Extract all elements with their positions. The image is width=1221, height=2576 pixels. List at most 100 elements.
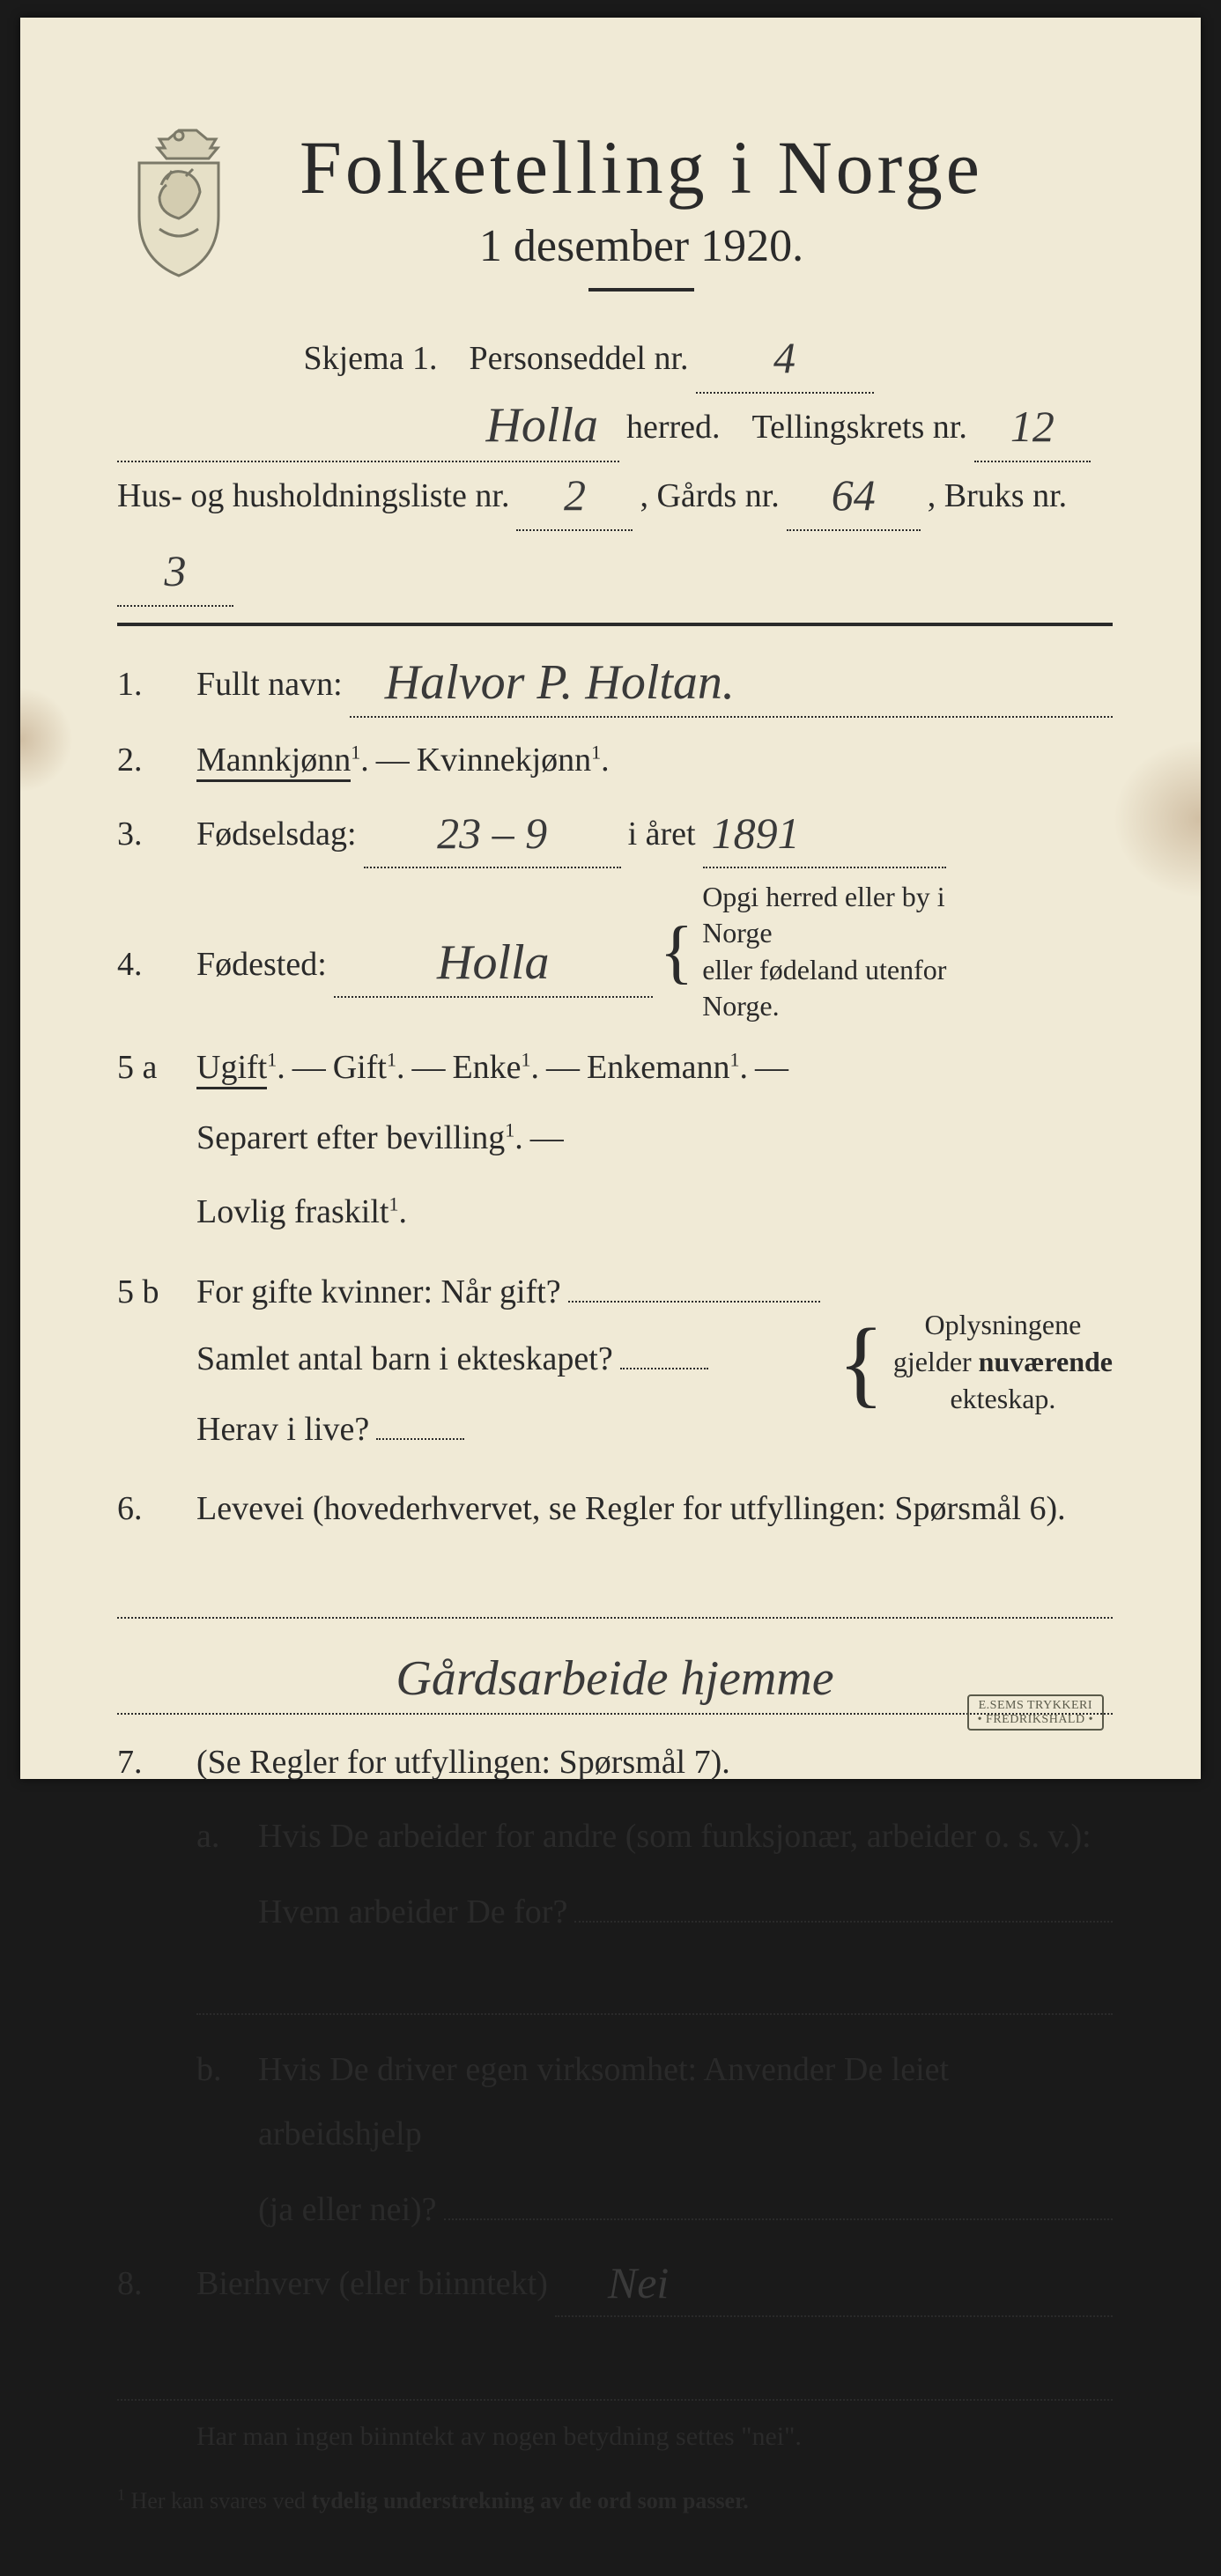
dash: —	[376, 728, 410, 792]
field-herred: Holla	[117, 394, 619, 462]
label: Personseddel nr.	[469, 325, 688, 392]
label: (ja eller nei)?	[258, 2178, 437, 2241]
q7: 7. (Se Regler for utfyllingen: Spørsmål …	[117, 1731, 1113, 1794]
q7b: b. Hvis De driver egen virksomhet: Anven…	[117, 2038, 1113, 2241]
note-text: ekteskap.	[893, 1381, 1113, 1418]
label: Fullt navn:	[196, 653, 343, 716]
stamp-text: E.SEMS TRYKKERI	[978, 1699, 1093, 1712]
label: , Gårds nr.	[640, 462, 779, 529]
q4: 4. Fødested: Holla { Opgi herred eller b…	[117, 879, 1113, 1025]
divider	[588, 288, 694, 292]
option-separert: Separert efter bevilling1.	[196, 1106, 523, 1170]
note-text: gjelder nuværende	[893, 1344, 1113, 1381]
field-children-total	[620, 1327, 708, 1369]
field-occupation: Gårdsarbeide hjemme	[117, 1649, 1113, 1714]
q1: 1. Fullt navn: Halvor P. Holtan.	[117, 653, 1113, 718]
question-list: 1. Fullt navn: Halvor P. Holtan. 2. Mann…	[117, 653, 1113, 2523]
note-text: eller fødeland utenfor Norge.	[702, 952, 1019, 1025]
meta-line-3: Hus- og husholdningsliste nr. 2 , Gårds …	[117, 462, 1113, 607]
label: Bierhverv (eller biinntekt)	[196, 2252, 548, 2315]
note-text: Oplysningene	[893, 1307, 1113, 1344]
q8: 8. Bierhverv (eller biinntekt) Nei	[117, 2252, 1113, 2317]
text: Hvis De arbeider for andre (som funksjon…	[258, 1805, 1113, 1868]
label: Hvem arbeider De for?	[258, 1880, 567, 1944]
field-hired-help	[444, 2178, 1113, 2220]
footer-note: Har man ingen biinntekt av nogen betydni…	[117, 2411, 1113, 2462]
option-ugift: Ugift1.	[196, 1036, 285, 1099]
page-subtitle: 1 desember 1920.	[276, 220, 1007, 272]
q-number: 8.	[117, 2252, 179, 2315]
option-enkemann: Enkemann1.	[587, 1036, 748, 1099]
q5a: 5 a Ugift1. — Gift1. — Enke1. — Enkemann…	[117, 1036, 1113, 1170]
option-male: Mannkjønn1.	[196, 728, 369, 792]
label: i året	[628, 802, 696, 866]
label: (Se Regler for utfyllingen: Spørsmål 7).	[196, 1731, 730, 1794]
sub-number: b.	[196, 2038, 240, 2101]
q5b: 5 b For gifte kvinner: Når gift? Samlet …	[117, 1260, 1113, 1465]
coat-of-arms-icon	[117, 123, 240, 282]
meta-line-1: Skjema 1. Personseddel nr. 4	[117, 325, 1113, 394]
label: Fødselsdag:	[196, 802, 357, 866]
label: Levevei (hovederhvervet, se Regler for u…	[196, 1477, 1066, 1540]
field-children-alive	[376, 1398, 464, 1440]
q-number: 6.	[117, 1477, 179, 1540]
option-female: Kvinnekjønn1.	[417, 728, 610, 792]
label: Tellingskrets nr.	[752, 394, 967, 461]
printer-stamp: E.SEMS TRYKKERI • FREDRIKSHALD •	[967, 1694, 1104, 1731]
note: { Oplysningene gjelder nuværende ekteska…	[838, 1307, 1113, 1417]
q5a-cont: Lovlig fraskilt1.	[117, 1180, 1113, 1244]
option-fraskilt: Lovlig fraskilt1.	[196, 1193, 407, 1230]
q7a: a. Hvis De arbeider for andre (som funks…	[117, 1805, 1113, 1944]
note: { Opgi herred eller by i Norge eller fød…	[660, 879, 1019, 1025]
option-gift: Gift1.	[333, 1036, 405, 1099]
q-number: 4.	[117, 933, 179, 996]
field-bruks-nr: 3	[117, 538, 233, 607]
label: Fødested:	[196, 933, 327, 996]
q-number: 2.	[117, 728, 179, 792]
q-number: 5 b	[117, 1260, 179, 1324]
divider	[117, 623, 1113, 626]
q3: 3. Fødselsdag: 23 – 9 i året 1891	[117, 802, 1113, 867]
q6: 6. Levevei (hovederhvervet, se Regler fo…	[117, 1477, 1113, 1540]
field-marriage-year	[568, 1260, 820, 1303]
q-number: 3.	[117, 802, 179, 866]
q-number: 1.	[117, 653, 179, 716]
label: , Bruks nr.	[928, 462, 1067, 529]
q-number: 7.	[117, 1731, 179, 1794]
stamp-text: • FREDRIKSHALD •	[978, 1713, 1093, 1726]
field-personseddel-nr: 4	[696, 325, 874, 394]
q-number: 5 a	[117, 1036, 179, 1099]
header: Folketelling i Norge 1 desember 1920.	[117, 123, 1113, 316]
field-full-name: Halvor P. Holtan.	[350, 653, 1113, 718]
field-birth-day: 23 – 9	[364, 802, 621, 867]
label: For gifte kvinner: Når gift?	[196, 1260, 561, 1324]
field-secondary-occupation: Nei	[555, 2252, 1113, 2317]
document-page: Folketelling i Norge 1 desember 1920. Sk…	[20, 18, 1201, 1779]
label: Samlet antal barn i ekteskapet?	[196, 1327, 613, 1391]
blank-line	[117, 2352, 1113, 2401]
option-enke: Enke1.	[452, 1036, 539, 1099]
field-birth-year: 1891	[703, 802, 946, 867]
label: Skjema 1.	[303, 325, 437, 392]
field-employer	[574, 1880, 1113, 1923]
meta-line-2: Holla herred. Tellingskrets nr. 12	[117, 394, 1113, 462]
note-text: Opgi herred eller by i Norge	[702, 879, 1019, 952]
text: Hvis De driver egen virksomhet: Anvender…	[258, 2038, 1113, 2165]
brace-icon: {	[660, 926, 693, 978]
footnote: 1 Her kan svares ved tydelig understrekn…	[117, 2479, 1113, 2522]
blank-line	[117, 1570, 1113, 1619]
page-title: Folketelling i Norge	[276, 123, 1007, 211]
field-husliste-nr: 2	[516, 462, 633, 531]
field-tellingskrets-nr: 12	[974, 394, 1091, 462]
field-birthplace: Holla	[334, 933, 653, 998]
label: herred.	[626, 394, 721, 461]
label: Hus- og husholdningsliste nr.	[117, 462, 509, 529]
meta-section: Skjema 1. Personseddel nr. 4 Holla herre…	[117, 325, 1113, 607]
blank-line	[196, 1967, 1113, 2015]
content-area: Folketelling i Norge 1 desember 1920. Sk…	[20, 18, 1201, 2576]
field-gards-nr: 64	[787, 462, 921, 531]
brace-icon: {	[838, 1327, 884, 1398]
sub-number: a.	[196, 1805, 240, 1868]
title-block: Folketelling i Norge 1 desember 1920.	[276, 123, 1113, 316]
label: Herav i live?	[196, 1398, 369, 1461]
